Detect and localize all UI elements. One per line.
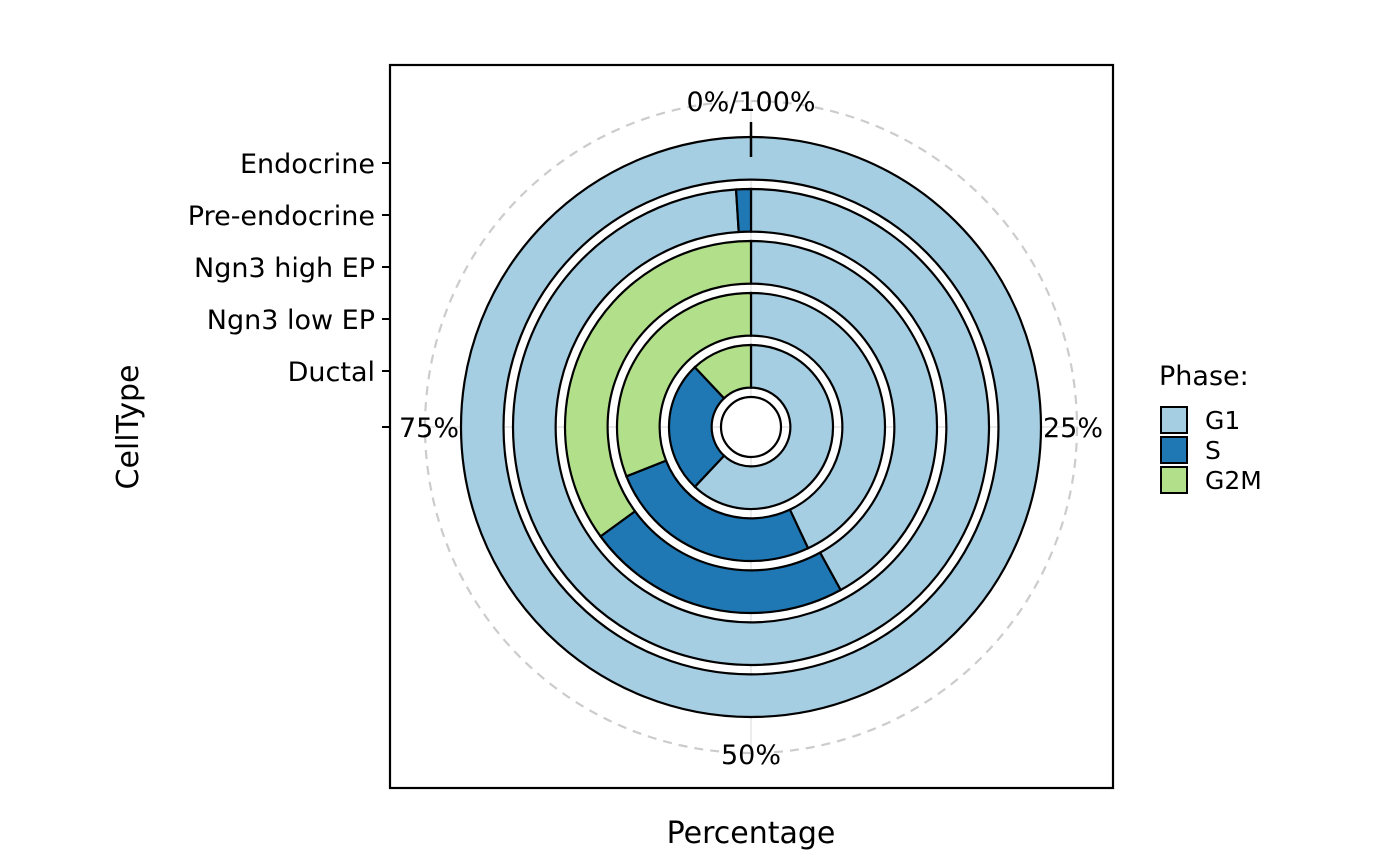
legend-item-s: S: [1160, 436, 1221, 465]
angle-tick-label-0: 0%/100%: [686, 87, 815, 118]
angle-tick-label-3: 75%: [399, 413, 459, 444]
ring-endocrine: [459, 135, 1043, 719]
category-labels: Ductal Ngn3 low EP Ngn3 high EP Pre-endocri…: [188, 149, 390, 428]
ring-ngn3-high-ep: [563, 239, 939, 615]
segment-g2m: [693, 343, 753, 400]
legend-swatch: [1160, 436, 1188, 464]
legend-item-g1: G1: [1160, 406, 1240, 435]
y-axis-title: CellType: [111, 365, 146, 490]
category-label: Ngn3 high EP: [194, 253, 375, 284]
ring-pre-endocrine: [511, 187, 991, 667]
ring-ngn3-low-ep: [615, 291, 887, 563]
center-hole: [719, 395, 783, 459]
category-label: Pre-endocrine: [188, 201, 375, 232]
angle-tick-label-1: 25%: [1043, 413, 1103, 444]
segment-g2m: [615, 291, 753, 478]
segment-g1: [749, 239, 939, 592]
category-label: Ductal: [288, 357, 375, 388]
legend-item-g2m: G2M: [1160, 466, 1262, 495]
legend-label: S: [1205, 436, 1221, 465]
segment-s: [667, 365, 726, 489]
segment-s: [734, 187, 753, 234]
legend-label: G1: [1205, 406, 1240, 435]
legend-swatch: [1160, 406, 1188, 434]
segment-g2m: [563, 239, 753, 538]
segment-g1: [749, 291, 887, 550]
angle-tick-label-2: 50%: [721, 740, 781, 771]
legend-label: G2M: [1205, 466, 1262, 495]
x-axis-title: Percentage: [667, 816, 836, 851]
ticks-layer: 0%/100% 25% 50% 75%: [399, 87, 1103, 771]
category-label: Ngn3 low EP: [207, 305, 375, 336]
category-label: Endocrine: [240, 149, 375, 180]
segment-g1: [511, 187, 991, 667]
legend-title: Phase:: [1159, 361, 1249, 392]
segment-g1: [459, 135, 1043, 719]
rings-layer: [459, 135, 1043, 719]
legend-swatch: [1160, 466, 1188, 494]
segment-g1: [693, 343, 835, 511]
ring-ductal: [667, 343, 835, 511]
